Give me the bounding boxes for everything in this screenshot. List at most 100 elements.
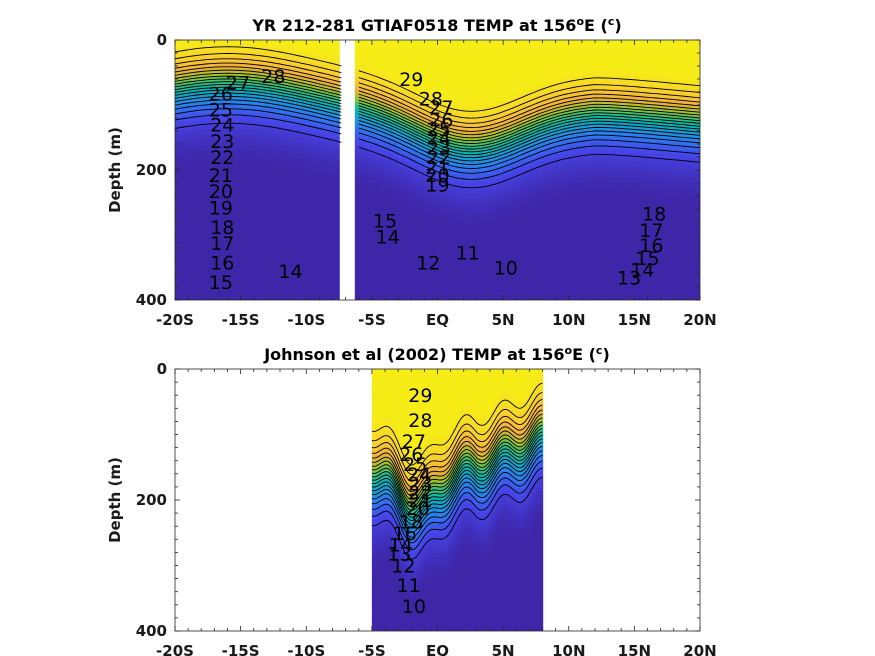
field-cell	[299, 291, 307, 297]
field-cell	[667, 295, 675, 300]
field-cell	[404, 214, 412, 220]
field-cell	[601, 218, 609, 224]
field-cell	[306, 226, 314, 232]
field-cell	[476, 251, 485, 257]
field-cell	[621, 194, 629, 200]
field-cell	[175, 60, 183, 66]
field-cell	[266, 222, 275, 228]
field-cell	[424, 153, 432, 159]
field-cell	[535, 80, 544, 86]
field-cell	[319, 291, 327, 297]
field-cell	[247, 279, 255, 285]
field-cell	[601, 153, 609, 159]
field-cell	[680, 214, 688, 220]
field-cell	[188, 226, 196, 232]
field-cell	[640, 141, 649, 147]
field-cell	[654, 145, 662, 151]
field-cell	[404, 279, 412, 285]
field-cell	[378, 68, 386, 74]
field-cell	[378, 170, 386, 175]
field-cell	[273, 60, 281, 66]
field-cell	[660, 291, 668, 297]
field-cell	[588, 149, 596, 155]
field-cell	[549, 48, 557, 53]
field-cell	[227, 275, 235, 281]
field-cell	[470, 287, 478, 293]
field-cell	[640, 198, 649, 204]
field-cell	[411, 182, 419, 187]
field-cell	[450, 145, 458, 151]
field-cell	[220, 68, 229, 74]
field-cell	[660, 243, 668, 248]
field-cell	[280, 113, 288, 118]
field-cell	[430, 279, 439, 285]
field-cell	[293, 283, 301, 289]
field-cell	[568, 76, 577, 82]
field-cell	[588, 259, 596, 265]
field-cell	[437, 125, 445, 131]
field-cell	[496, 230, 504, 236]
field-cell	[562, 44, 570, 49]
field-cell	[654, 235, 662, 240]
field-cell	[496, 222, 504, 228]
field-cell	[457, 153, 465, 159]
field-cell	[404, 291, 412, 297]
field-cell	[391, 198, 399, 204]
field-cell	[306, 283, 314, 289]
field-cell	[627, 186, 636, 192]
field-cell	[280, 72, 288, 78]
field-cell	[325, 145, 334, 151]
field-cell	[352, 230, 360, 236]
field-cell	[391, 96, 399, 102]
field-cell	[608, 255, 616, 261]
field-cell	[430, 235, 439, 240]
field-cell	[575, 178, 583, 183]
field-cell	[522, 153, 531, 159]
field-cell	[227, 149, 235, 155]
field-cell	[608, 190, 616, 196]
field-cell	[424, 267, 432, 273]
field-cell	[214, 153, 222, 159]
field-cell	[562, 52, 570, 57]
field-cell	[490, 157, 498, 163]
field-cell	[503, 125, 511, 131]
field-cell	[509, 222, 517, 228]
field-cell	[686, 235, 695, 240]
field-cell	[227, 72, 235, 78]
field-cell	[437, 239, 445, 244]
field-cell	[319, 40, 327, 45]
field-cell	[463, 92, 472, 98]
field-cell	[529, 202, 537, 208]
field-cell	[654, 121, 662, 127]
field-cell	[391, 291, 399, 297]
field-cell	[286, 56, 294, 62]
field-cell	[378, 230, 386, 236]
field-cell	[280, 48, 288, 53]
field-cell	[234, 263, 242, 269]
field-cell	[352, 271, 360, 277]
field-cell	[686, 267, 695, 273]
field-cell	[424, 157, 432, 163]
field-cell	[253, 121, 262, 127]
field-cell	[352, 243, 360, 248]
field-cell	[529, 230, 537, 236]
field-cell	[647, 96, 655, 102]
field-cell	[483, 190, 491, 196]
field-cell	[522, 210, 531, 216]
field-cell	[194, 68, 202, 74]
field-cell	[424, 40, 432, 45]
field-cell	[680, 291, 688, 297]
field-cell	[201, 125, 209, 131]
field-cell	[365, 198, 373, 204]
field-cell	[568, 218, 577, 224]
field-cell	[391, 109, 399, 114]
field-cell	[417, 60, 426, 66]
field-cell	[457, 141, 465, 147]
field-cell	[352, 100, 360, 106]
field-cell	[437, 48, 445, 53]
field-cell	[385, 48, 393, 53]
field-cell	[417, 255, 426, 261]
field-cell	[601, 194, 609, 200]
field-cell	[503, 186, 511, 192]
field-cell	[562, 243, 570, 248]
